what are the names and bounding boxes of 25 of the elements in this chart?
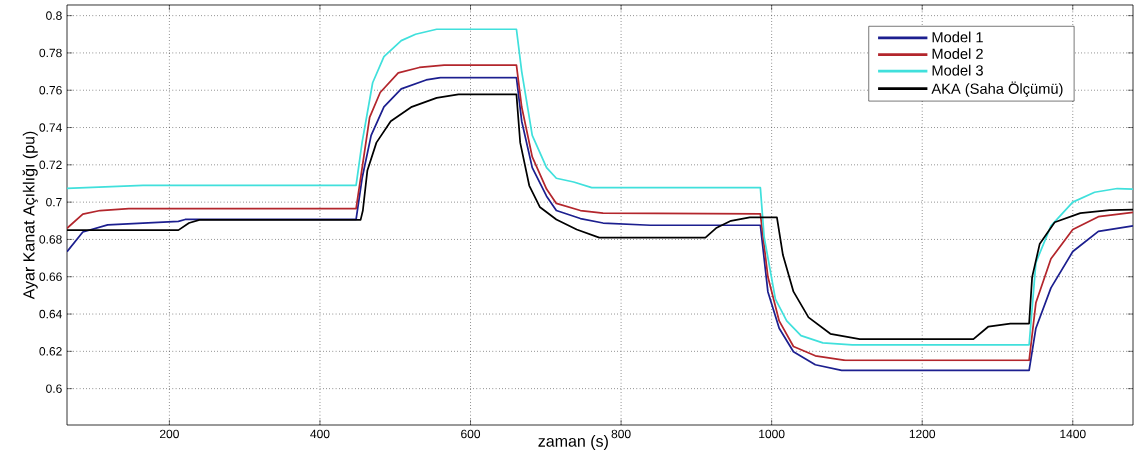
y-tick-label: 0.72 (39, 160, 62, 170)
y-tick-label: 0.68 (39, 235, 62, 244)
y-tick-label: 0.62 (39, 347, 62, 356)
x-tick-label: 800 (611, 429, 631, 439)
x-tick-label: 200 (159, 429, 179, 439)
y-tick-label: 0.66 (39, 272, 62, 281)
y-tick-label: 0.7 (46, 197, 62, 207)
legend-label: AKA (Saha Ölçümü) (931, 81, 1063, 97)
y-tick-label: 0.78 (39, 48, 62, 58)
legend-label: Model 1 (932, 31, 983, 43)
x-tick-label: 1000 (759, 429, 785, 439)
y-tick-label: 0.6 (46, 384, 62, 393)
y-tick-label: 0.8 (46, 11, 62, 20)
y-axis-title: Ayar Kanat Açıklığı (pu) (22, 131, 38, 300)
x-tick-label: 1200 (909, 429, 936, 439)
y-tick-label: 0.64 (39, 309, 62, 319)
y-tick-label: 0.74 (39, 123, 62, 132)
line-series (67, 28, 1134, 346)
x-tick-label: 600 (461, 429, 481, 439)
x-tick-label: 1400 (1060, 429, 1086, 439)
x-tick-label: 400 (310, 429, 330, 439)
legend-label: Model 3 (932, 64, 983, 76)
y-tick-label: 0.76 (39, 85, 62, 95)
legend-label: Model 2 (932, 48, 983, 59)
x-axis-title: zaman (s) (538, 435, 608, 450)
